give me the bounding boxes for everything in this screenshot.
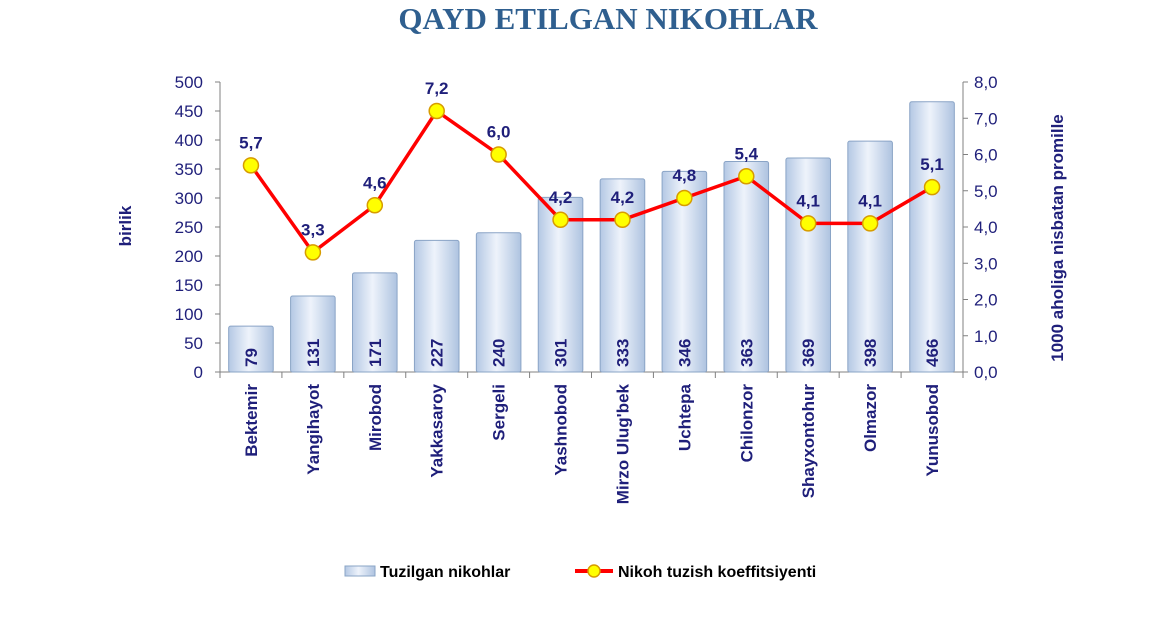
bar-value-label: 240 — [490, 339, 509, 367]
x-category-label: Mirobod — [366, 384, 385, 451]
y-left-tick-label: 200 — [175, 247, 203, 266]
bar — [352, 272, 398, 373]
x-category-label: Yakkasaroy — [428, 383, 447, 477]
legend-line-label: Nikoh tuzish koeffitsiyenti — [618, 564, 816, 581]
y-left-tick-label: 0 — [194, 363, 203, 382]
y-right-tick-label: 5,0 — [974, 182, 998, 201]
line-value-label: 4,1 — [796, 191, 820, 210]
x-category-label: Sergeli — [490, 384, 509, 441]
x-category-label: Mirzo Ulug'bek — [613, 383, 632, 504]
y-left-tick-label: 100 — [175, 305, 203, 324]
bar — [537, 196, 584, 373]
y-left-tick-label: 300 — [175, 189, 203, 208]
bar-value-label: 171 — [366, 339, 385, 367]
bar — [475, 232, 522, 373]
y-left-tick-label: 50 — [184, 334, 203, 353]
y-right-tick-label: 6,0 — [974, 146, 998, 165]
bar — [661, 170, 708, 373]
y-right-tick-label: 8,0 — [974, 73, 998, 92]
line-point — [799, 215, 817, 232]
line-point — [738, 168, 755, 185]
bar — [228, 325, 274, 373]
line-value-label: 5,1 — [920, 155, 944, 174]
line-value-label: 4,2 — [549, 188, 573, 207]
x-category-label: Yashnobod — [552, 384, 571, 476]
line-value-label: 4,2 — [611, 188, 635, 207]
bar-value-label: 398 — [861, 339, 880, 367]
legend-bar-label: Tuzilgan nikohlar — [380, 564, 510, 581]
y-left-tick-label: 150 — [175, 276, 203, 295]
x-category-label: Bektemir — [242, 384, 261, 457]
x-category-label: Uchtepa — [675, 383, 694, 451]
bar-value-label: 227 — [428, 339, 447, 367]
line-point — [490, 146, 507, 163]
line-value-label: 5,7 — [239, 133, 263, 152]
bar-value-label: 466 — [923, 339, 942, 367]
line-point — [676, 189, 693, 207]
y-left-tick-label: 500 — [175, 73, 203, 92]
y-right-tick-label: 2,0 — [974, 291, 998, 310]
x-category-label: Olmazor — [861, 384, 880, 452]
bar-value-label: 369 — [799, 339, 818, 367]
y-left-tick-label: 400 — [175, 131, 203, 150]
line-value-label: 3,3 — [301, 220, 325, 239]
x-category-label: Shayxontohur — [799, 384, 818, 499]
line-point — [304, 244, 322, 261]
x-category-label: Chilonzor — [737, 384, 756, 463]
y-axis-right-title: 1000 aholiga nisbatan promille — [1048, 114, 1067, 362]
x-category-label: Yangihayot — [304, 384, 323, 475]
bar — [290, 295, 336, 373]
line-point — [428, 102, 445, 120]
legend-line-marker — [587, 564, 601, 578]
chart-title: QAYD ETILGAN NIKOHLAR — [398, 1, 818, 36]
line-point — [552, 211, 569, 228]
y-right-tick-label: 0,0 — [974, 363, 998, 382]
bar-value-label: 363 — [737, 339, 756, 367]
y-right-tick-label: 7,0 — [974, 109, 998, 128]
line-point — [923, 178, 941, 196]
y-left-tick-label: 350 — [175, 160, 203, 179]
line-value-label: 4,8 — [673, 166, 697, 185]
line-value-label: 6,0 — [487, 123, 511, 142]
legend-bar-swatch — [344, 565, 376, 577]
line-point — [861, 215, 879, 232]
y-axis-left-title: birlik — [116, 205, 135, 246]
line-value-label: 4,1 — [858, 191, 882, 210]
bar — [909, 101, 955, 373]
y-left-tick-label: 250 — [175, 218, 203, 237]
bar-value-label: 333 — [613, 339, 632, 367]
bar — [785, 157, 831, 373]
bar-value-label: 301 — [552, 339, 571, 367]
line-value-label: 7,2 — [425, 79, 449, 98]
bar-value-label: 79 — [242, 348, 261, 367]
x-category-label: Yunusobod — [923, 384, 942, 477]
line-point — [242, 157, 260, 174]
bar — [847, 140, 893, 373]
y-right-tick-label: 4,0 — [974, 218, 998, 237]
bar — [599, 178, 646, 373]
y-right-tick-label: 1,0 — [974, 327, 998, 346]
y-left-tick-label: 450 — [175, 102, 203, 121]
bar — [413, 239, 460, 373]
bar-value-label: 131 — [304, 339, 323, 367]
bar — [723, 160, 770, 373]
line-value-label: 4,6 — [363, 173, 387, 192]
line-value-label: 5,4 — [734, 144, 758, 163]
line-series — [249, 109, 933, 255]
line-point — [614, 211, 631, 228]
line-point — [366, 197, 384, 214]
y-right-tick-label: 3,0 — [974, 254, 998, 273]
bar-value-label: 346 — [675, 339, 694, 367]
